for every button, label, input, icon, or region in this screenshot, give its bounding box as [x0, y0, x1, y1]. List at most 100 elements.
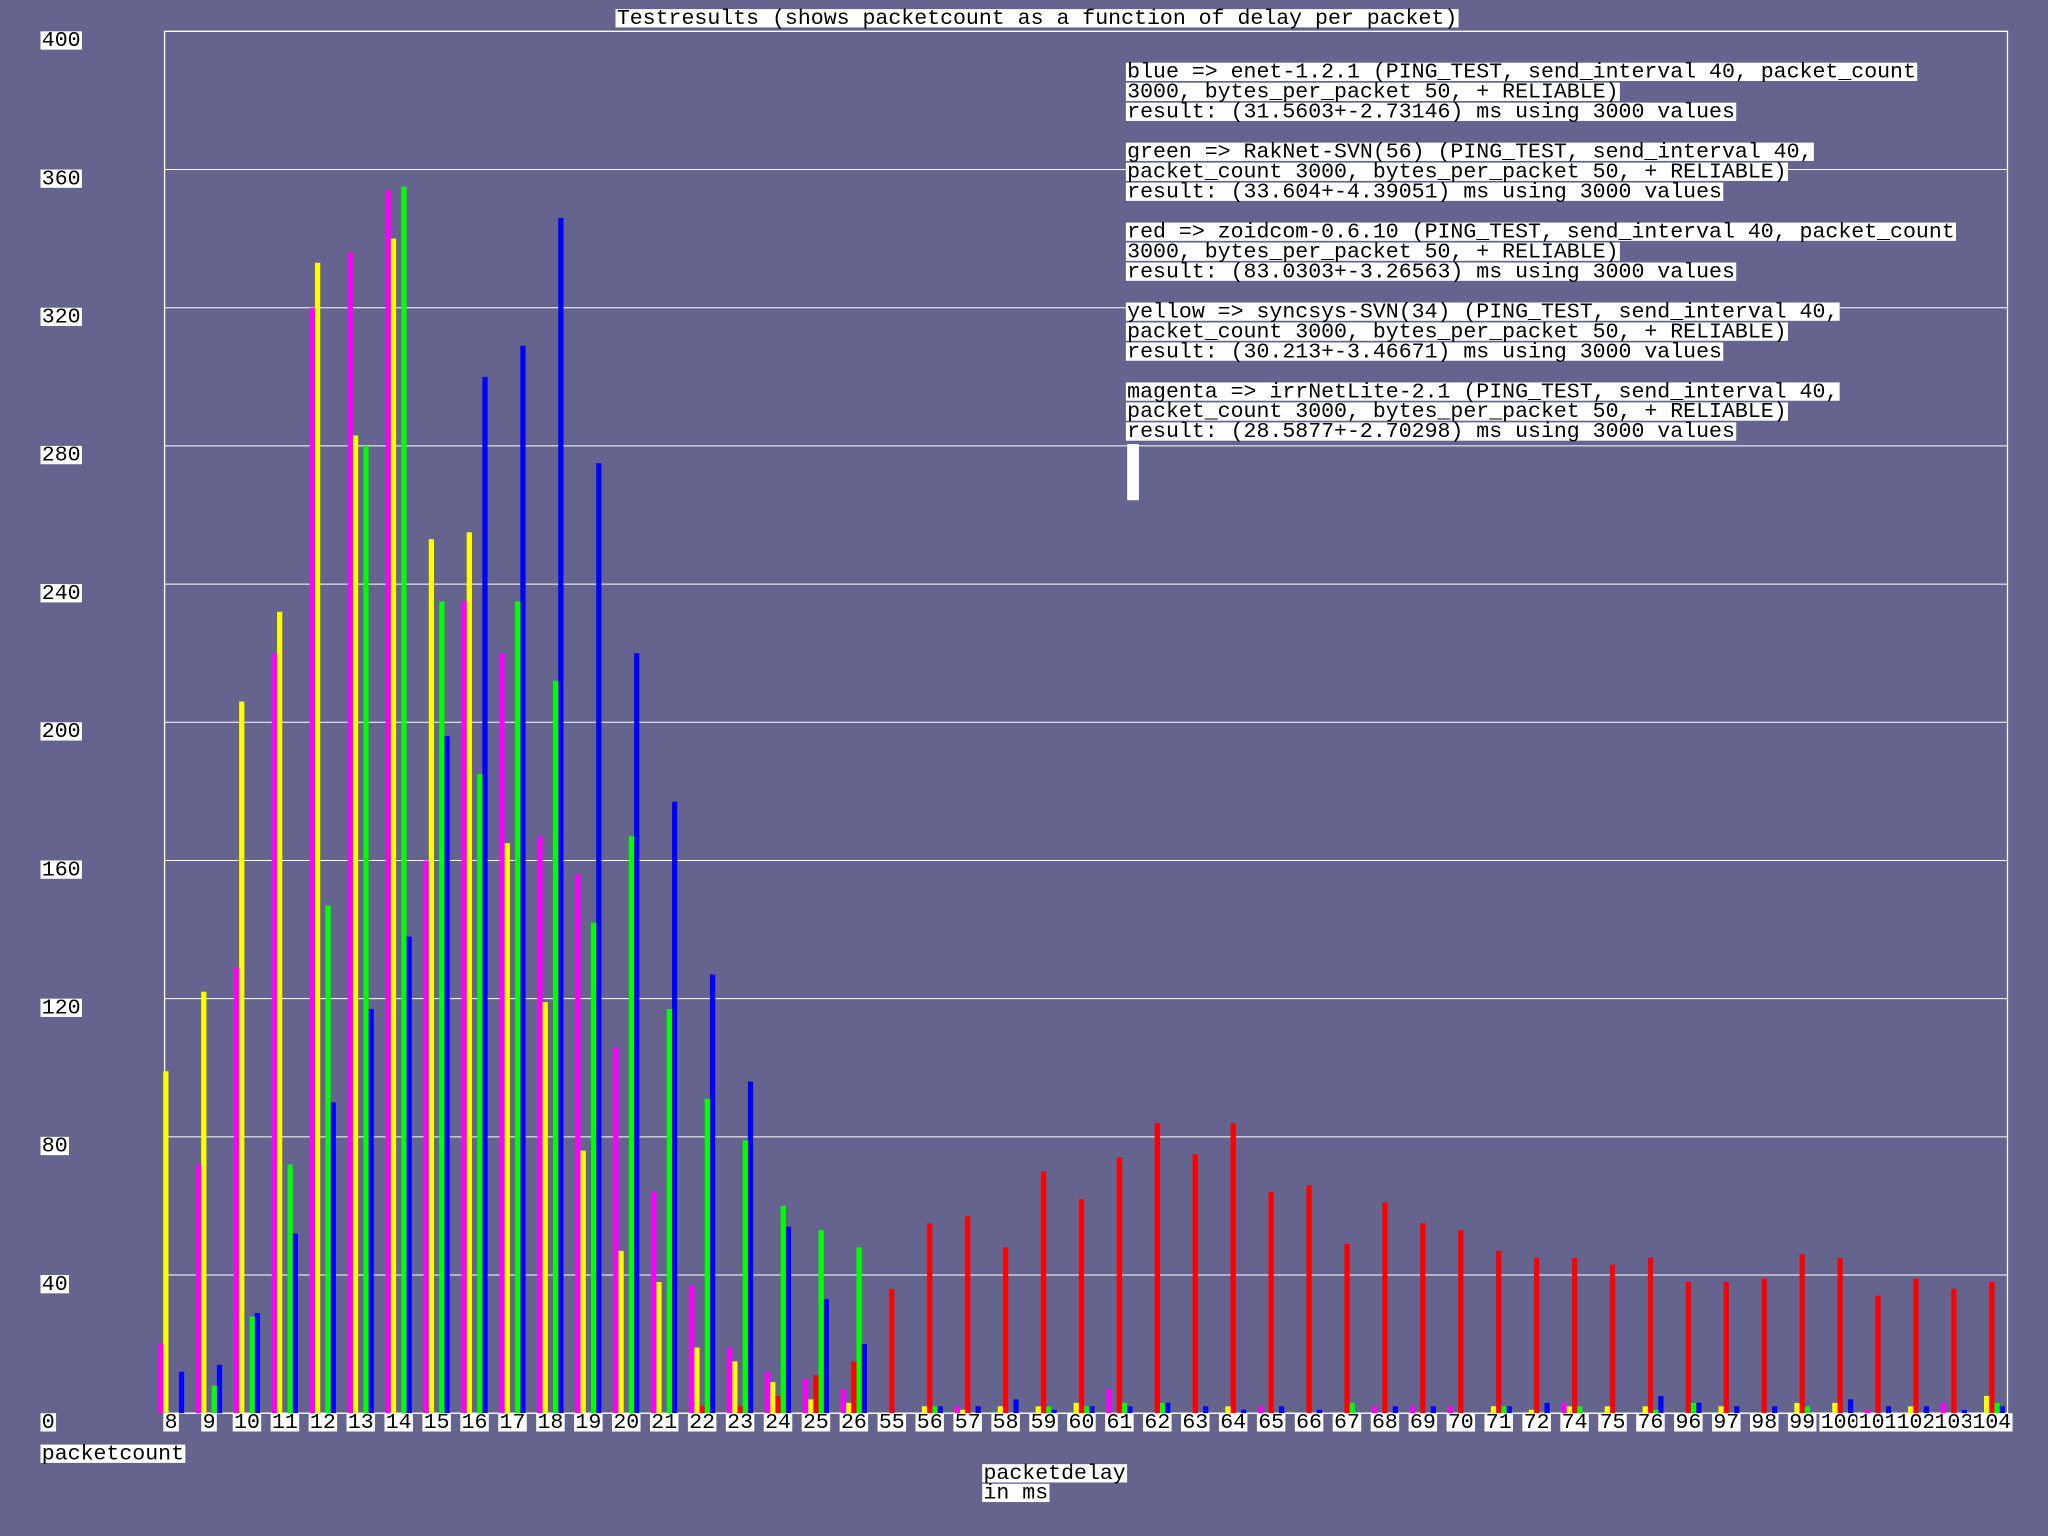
label-background: [1125, 302, 1840, 321]
bar: [1506, 1406, 1512, 1414]
bar: [613, 1047, 619, 1414]
bar: [818, 1230, 824, 1414]
label-background: [1370, 1413, 1400, 1432]
bar: [851, 1361, 857, 1414]
x-tick-label: 61: [1106, 1411, 1132, 1435]
label-background: [232, 1413, 262, 1432]
label-background: [1332, 1413, 1362, 1432]
label-background: [801, 1413, 831, 1432]
label-background: [1125, 162, 1788, 181]
label-background: [1143, 1413, 1172, 1432]
bar: [1544, 1402, 1550, 1414]
bar: [937, 1406, 943, 1414]
bar: [325, 905, 331, 1414]
y-tick-label: 160: [42, 858, 81, 882]
label-background: [346, 1413, 376, 1432]
bar: [737, 1406, 743, 1414]
bar: [428, 539, 435, 1414]
bar: [1647, 1257, 1654, 1414]
label-background: [40, 307, 82, 327]
label-background: [1712, 1413, 1741, 1432]
bar: [1420, 1223, 1426, 1414]
y-tick-label: 200: [42, 720, 81, 744]
x-tick-label: 16: [462, 1411, 488, 1435]
label-background: [1294, 1413, 1324, 1432]
y-tick-label: 240: [42, 582, 81, 606]
x-tick-label: 20: [613, 1411, 639, 1435]
bar: [1371, 1406, 1378, 1414]
bar: [1089, 1406, 1095, 1414]
bar: [233, 967, 240, 1414]
bar: [1690, 1402, 1697, 1414]
label-background: [1819, 1413, 1861, 1432]
x-tick-label: 64: [1220, 1411, 1246, 1435]
label-background: [1125, 402, 1788, 421]
bar: [1658, 1395, 1664, 1414]
x-tick-label: 66: [1296, 1411, 1322, 1435]
x-tick-label: 18: [537, 1411, 563, 1435]
label-background: [422, 1413, 451, 1432]
bar: [537, 836, 543, 1414]
x-tick-label: 57: [955, 1411, 981, 1435]
bar: [1642, 1406, 1648, 1414]
bar: [932, 1406, 938, 1414]
bar: [401, 186, 407, 1414]
legend-bar: [1127, 444, 1139, 501]
label-background: [1067, 1413, 1096, 1432]
bar: [1306, 1185, 1312, 1414]
bar: [704, 1098, 710, 1414]
bar: [482, 376, 488, 1414]
x-tick-label: 74: [1562, 1411, 1588, 1435]
label-background: [574, 1413, 603, 1432]
label-background: [1895, 1413, 1937, 1432]
x-tick-label: 24: [765, 1411, 791, 1435]
label-background: [1560, 1413, 1589, 1432]
y-tick-label: 320: [42, 306, 81, 330]
bar: [1154, 1123, 1160, 1414]
bar: [477, 774, 483, 1414]
bar: [292, 1233, 298, 1414]
bar: [1604, 1406, 1610, 1414]
label-background: [1105, 1413, 1134, 1432]
x-tick-label: 100: [1821, 1411, 1860, 1435]
bar: [158, 1344, 164, 1414]
x-tick-label: 63: [1182, 1411, 1208, 1435]
label-background: [40, 584, 82, 603]
label-background: [40, 1413, 57, 1432]
bar: [634, 653, 640, 1414]
bar: [406, 936, 412, 1414]
label-background: [40, 31, 82, 50]
bar: [921, 1406, 928, 1414]
bar: [770, 1382, 776, 1414]
bar: [1837, 1257, 1843, 1414]
bar: [1116, 1157, 1123, 1414]
bar: [742, 1140, 748, 1414]
label-background: [201, 1413, 217, 1432]
y-tick-label: 400: [42, 29, 81, 53]
label-background: [1750, 1413, 1779, 1432]
bar: [1035, 1406, 1041, 1414]
label-background: [612, 1413, 641, 1432]
bar: [542, 1002, 548, 1414]
label-background: [1125, 322, 1788, 341]
bar: [666, 1009, 673, 1414]
bar: [1106, 1389, 1112, 1414]
bar: [178, 1371, 185, 1414]
legend-entry: packet_count 3000, bytes_per_packet 50, …: [1127, 400, 1786, 424]
label-background: [1446, 1413, 1476, 1432]
bar: [1984, 1395, 1990, 1414]
x-axis-label: packetdelay: [984, 1462, 1126, 1486]
bar: [1122, 1402, 1128, 1414]
bar: [558, 217, 564, 1414]
label-background: [1408, 1413, 1438, 1432]
x-tick-label: 62: [1144, 1411, 1170, 1435]
label-background: [1125, 82, 1620, 101]
label-background: [1484, 1413, 1513, 1432]
x-axis-label: in ms: [984, 1482, 1049, 1506]
x-tick-label: 21: [651, 1411, 677, 1435]
legend-entry: blue => enet-1.2.1 (PING_TEST, send_inte…: [1127, 61, 1916, 85]
legend-entry: yellow => syncsys-SVN(34) (PING_TEST, se…: [1127, 300, 1838, 324]
x-tick-label: 99: [1789, 1411, 1815, 1435]
label-background: [163, 1413, 179, 1432]
bar: [1923, 1406, 1930, 1414]
